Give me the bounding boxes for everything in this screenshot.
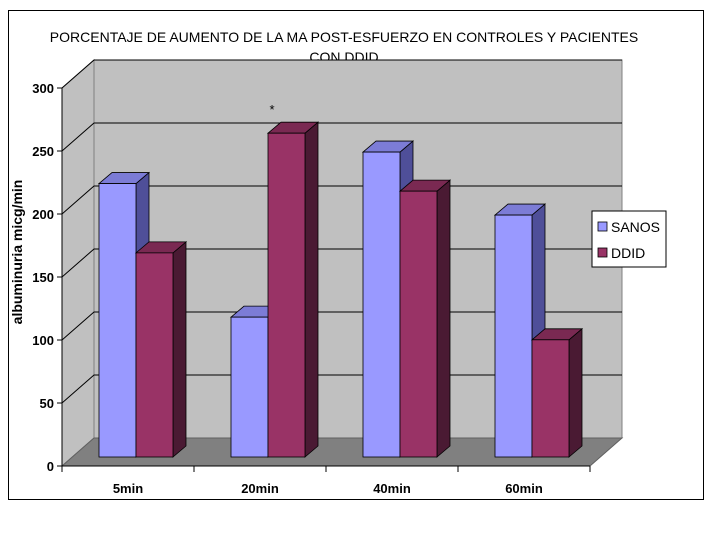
bar-DDID-40min (399, 190, 438, 458)
gridline (61, 122, 622, 152)
bar-DDID-5min (135, 252, 174, 458)
chart-title-line-1: PORCENTAJE DE AUMENTO DE LA MA POST-ESFU… (50, 29, 638, 45)
y-tick-label: 0 (47, 459, 54, 474)
x-tick-label: 5min (113, 481, 143, 496)
plot-area: 0 50 100 150 200 250 300 5min 20min * 40min 60min (32, 58, 624, 496)
bar-SANOS-60min (494, 214, 533, 458)
y-tick-label: 300 (32, 81, 54, 96)
legend-label-DDID: DDID (611, 245, 645, 261)
bar-SANOS-20min (230, 316, 269, 458)
gridline (61, 59, 622, 89)
legend-swatch-SANOS (597, 221, 608, 232)
x-tick-label: 20min (241, 481, 279, 496)
legend-swatch-DDID (597, 247, 608, 258)
x-tick-label: 60min (505, 481, 543, 496)
y-tick-label: 200 (32, 207, 54, 222)
y-axis-title: albuminuria micg/min (9, 180, 25, 325)
bar-side-DDID-5min (172, 241, 187, 458)
x-tick-label: 40min (373, 481, 411, 496)
legend: SANOS DDID (591, 210, 667, 268)
bar-side-DDID-40min (436, 179, 451, 458)
bar-DDID-60min (531, 339, 570, 458)
y-tick-label: 100 (32, 333, 54, 348)
y-tick-label: 50 (40, 396, 54, 411)
bar-side-DDID-60min (568, 327, 583, 458)
y-tick-label: 250 (32, 144, 54, 159)
bar-DDID-20min (267, 132, 306, 458)
bar-SANOS-40min (362, 151, 401, 458)
bar-side-DDID-20min (304, 121, 319, 458)
y-tick-label: 150 (32, 270, 54, 285)
bar-SANOS-5min (98, 183, 137, 458)
legend-box (591, 210, 667, 268)
legend-label-SANOS: SANOS (611, 219, 660, 235)
significance-annotation: * (269, 102, 274, 117)
